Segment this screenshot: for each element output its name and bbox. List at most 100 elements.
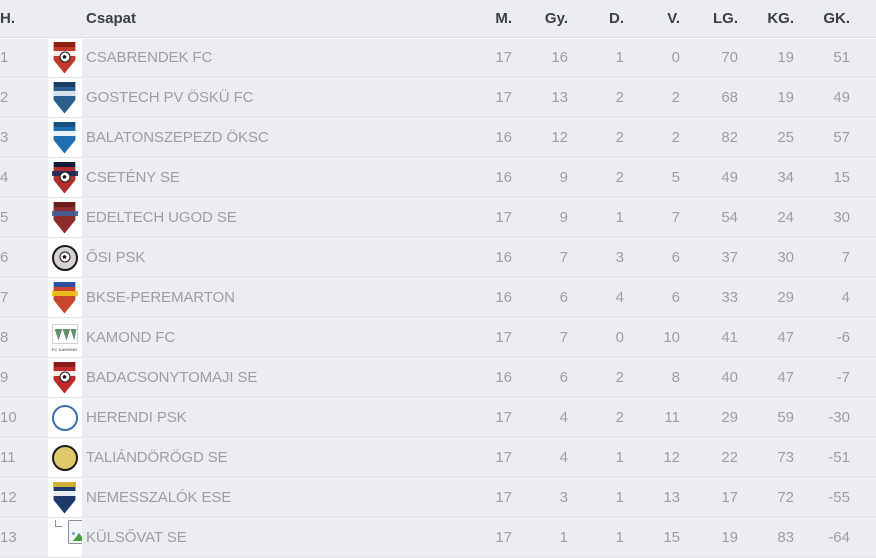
row-ga: 72: [777, 489, 794, 506]
row-played: 17: [495, 329, 512, 346]
row-team-name[interactable]: HERENDI PSK: [86, 409, 187, 426]
row-rank: 7: [0, 289, 9, 306]
balatonszepezd-oksc-crest[interactable]: [47, 118, 82, 157]
row-drawn: 2: [615, 89, 624, 106]
row-rank: 9: [0, 369, 9, 386]
row-points: 29: [850, 158, 876, 198]
row-gd: -6: [836, 329, 850, 346]
row-gd: -30: [828, 409, 850, 426]
table-header: H. Csapat M. Gy. D. V. LG. KG. GK. P.: [0, 0, 876, 38]
row-gd: 57: [833, 129, 850, 146]
table-row[interactable]: 1 CSABRENDEK FC 17 16 1 0 70 19 5149: [0, 37, 876, 78]
row-team-name[interactable]: BADACSONYTOMAJI SE: [86, 369, 258, 386]
row-played: 17: [495, 489, 512, 506]
table-row[interactable]: 11 TALIÁNDÖRÖGD SE 17 4 1 12 22 73 -5113: [0, 437, 876, 478]
column-header-goal-difference[interactable]: GK.: [794, 0, 850, 38]
row-drawn: 2: [615, 369, 624, 386]
row-team-name[interactable]: TALIÁNDÖRÖGD SE: [86, 449, 228, 466]
row-lost: 7: [671, 209, 680, 226]
row-team-crest-cell: FC KAMOND: [43, 318, 86, 358]
row-ga: 24: [777, 209, 794, 226]
row-team-name[interactable]: BALATONSZEPEZD ÖKSC: [86, 129, 269, 146]
badacsonytomaji-se-crest[interactable]: [47, 358, 82, 397]
column-header-won[interactable]: Gy.: [512, 0, 568, 38]
table-header-row: H. Csapat M. Gy. D. V. LG. KG. GK. P.: [0, 0, 876, 38]
row-team-crest-cell: [43, 38, 86, 78]
row-gd: 30: [833, 209, 850, 226]
table-row[interactable]: 12 NEMESSZALÓK ESE 17 3 1 13 17 72 -5510: [0, 477, 876, 518]
row-team-crest-cell: [43, 438, 86, 478]
table-row[interactable]: 3 BALATONSZEPEZD ÖKSC 16 12 2 2 82 25 5738: [0, 117, 876, 158]
column-header-lost[interactable]: V.: [624, 0, 680, 38]
column-header-rank[interactable]: H.: [0, 0, 86, 38]
kulsovat-se-crest[interactable]: KÜLS: [47, 518, 82, 557]
row-team-name[interactable]: KÜLSŐVAT SE: [86, 529, 187, 546]
row-won: 3: [559, 489, 568, 506]
column-header-goals-for[interactable]: LG.: [680, 0, 738, 38]
row-gd: 49: [833, 89, 850, 106]
row-team-name[interactable]: BKSE-PEREMARTON: [86, 289, 235, 306]
column-header-drawn[interactable]: D.: [568, 0, 624, 38]
row-team-crest-cell: [43, 478, 86, 518]
row-gd: -55: [828, 489, 850, 506]
row-team-name[interactable]: KAMOND FC: [86, 329, 176, 346]
row-gf: 40: [721, 369, 738, 386]
row-rank: 11: [0, 449, 16, 466]
row-played: 17: [495, 409, 512, 426]
bkse-peremarton-crest[interactable]: [47, 278, 82, 317]
column-header-played[interactable]: M.: [456, 0, 512, 38]
row-played: 16: [495, 249, 512, 266]
taliandorogd-se-crest[interactable]: [47, 438, 82, 477]
row-gf: 54: [721, 209, 738, 226]
csabrendek-fc-crest[interactable]: [47, 38, 82, 77]
row-gd: -7: [836, 369, 850, 386]
herendi-psk-crest[interactable]: [47, 398, 82, 437]
row-rank: 2: [0, 89, 9, 106]
edeltech-ugod-se-crest[interactable]: [47, 198, 82, 237]
row-drawn: 3: [615, 249, 624, 266]
row-points: 28: [850, 198, 876, 238]
table-row[interactable]: 9 BADACSONYTOMAJI SE 16 6 2 8 40 47 -720: [0, 357, 876, 398]
row-won: 9: [559, 209, 568, 226]
table-row[interactable]: 2 GOSTECH PV ÖSKÜ FC 17 13 2 2 68 19 4941: [0, 77, 876, 118]
row-team-name[interactable]: CSETÉNY SE: [86, 169, 180, 186]
row-gd: 7: [841, 249, 850, 266]
row-team-crest-cell: [43, 118, 86, 158]
row-points: 24: [850, 238, 876, 278]
row-drawn: 1: [615, 489, 624, 506]
row-won: 4: [559, 449, 568, 466]
cseteny-se-crest[interactable]: [47, 158, 82, 197]
gostech-pv-osku-fc-crest[interactable]: [47, 78, 82, 117]
osi-psk-crest[interactable]: [47, 238, 82, 277]
row-gf: 70: [721, 49, 738, 66]
column-header-goals-against[interactable]: KG.: [738, 0, 794, 38]
row-won: 4: [559, 409, 568, 426]
row-rank: 13: [0, 529, 17, 546]
row-gf: 22: [721, 449, 738, 466]
row-team-name[interactable]: CSABRENDEK FC: [86, 49, 213, 66]
row-rank: 3: [0, 129, 9, 146]
row-played: 16: [495, 369, 512, 386]
row-team-name[interactable]: ŐSI PSK: [86, 249, 146, 266]
row-lost: 6: [671, 289, 680, 306]
table-row[interactable]: 4 CSETÉNY SE 16 9 2 5 49 34 1529: [0, 157, 876, 198]
table-row[interactable]: 10 HERENDI PSK 17 4 2 11 29 59 -3014: [0, 397, 876, 438]
row-team-name[interactable]: NEMESSZALÓK ESE: [86, 489, 232, 506]
column-header-team[interactable]: Csapat: [86, 0, 456, 38]
row-team-name[interactable]: EDELTECH UGOD SE: [86, 209, 237, 226]
nemesszalok-ese-crest[interactable]: [47, 478, 82, 517]
column-header-points[interactable]: P.: [850, 0, 876, 38]
row-team-name[interactable]: GOSTECH PV ÖSKÜ FC: [86, 89, 254, 106]
row-won: 6: [559, 369, 568, 386]
row-lost: 0: [671, 49, 680, 66]
row-gf: 68: [721, 89, 738, 106]
row-played: 17: [495, 49, 512, 66]
row-gd: 51: [833, 49, 850, 66]
kamond-fc-crest[interactable]: FC KAMOND: [47, 318, 82, 357]
row-gf: 37: [721, 249, 738, 266]
